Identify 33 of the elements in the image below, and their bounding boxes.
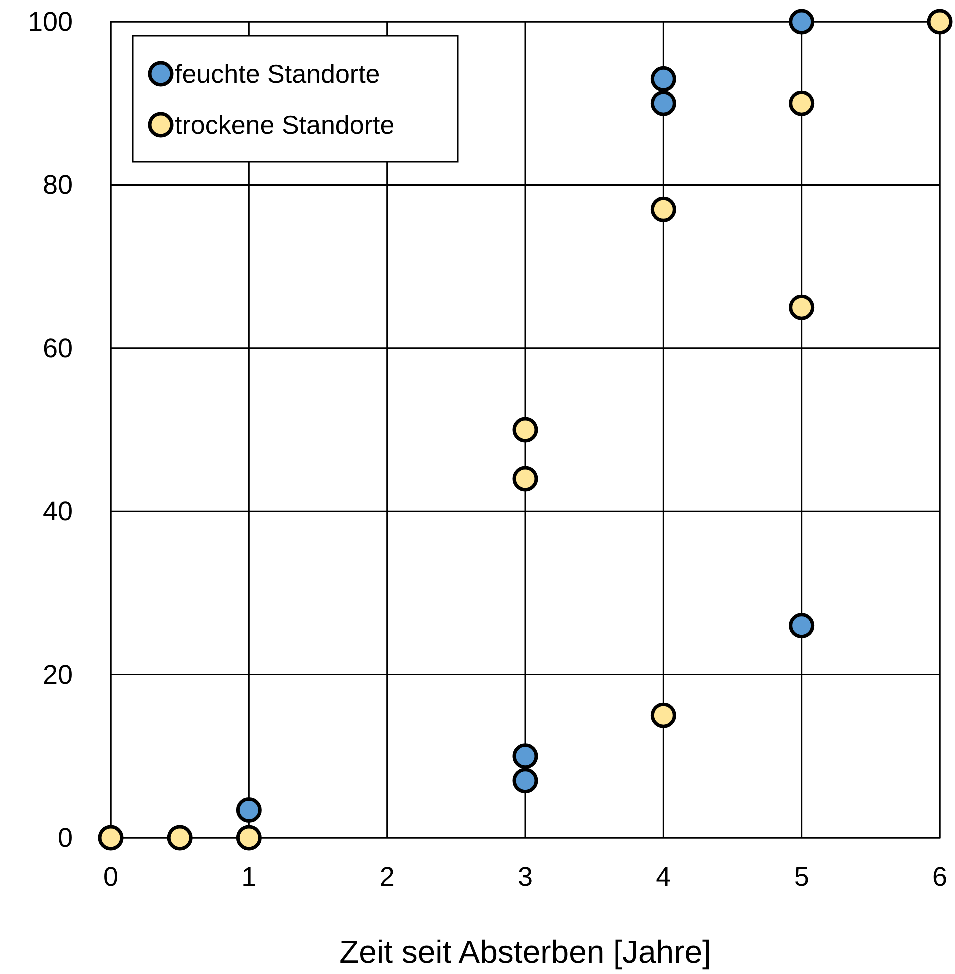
point	[650, 66, 676, 92]
point	[512, 744, 538, 770]
y-tick-label: 0	[58, 823, 73, 853]
y-tick-label: 60	[42, 333, 73, 364]
point	[650, 702, 676, 728]
y-tick-label: 80	[42, 170, 73, 200]
x-tick-label: 2	[380, 862, 395, 892]
point	[789, 90, 815, 116]
point	[236, 798, 262, 824]
point	[512, 768, 538, 794]
y-tick-label: 40	[42, 496, 73, 527]
point	[650, 90, 676, 116]
point	[512, 466, 538, 492]
point	[650, 196, 676, 222]
x-tick-label: 5	[794, 862, 810, 892]
point	[927, 9, 953, 35]
point	[512, 417, 538, 443]
x-tick-label: 3	[518, 862, 534, 892]
point	[236, 825, 262, 851]
y-tick-label: 100	[28, 7, 73, 37]
y-tick-label: 20	[42, 660, 73, 690]
point	[789, 294, 815, 320]
point	[789, 9, 815, 35]
legend-label: feuchte Standorte	[175, 59, 380, 89]
legend-label: trockene Standorte	[175, 110, 395, 140]
point	[167, 825, 193, 851]
x-tick-label: 4	[656, 862, 672, 892]
x-tick-label: 0	[103, 862, 119, 892]
point	[98, 825, 124, 851]
x-tick-label: 1	[242, 862, 257, 892]
x-axis-title: Zeit seit Absterben [Jahre]	[340, 934, 712, 970]
point	[789, 613, 815, 639]
x-tick-label: 6	[932, 862, 948, 892]
